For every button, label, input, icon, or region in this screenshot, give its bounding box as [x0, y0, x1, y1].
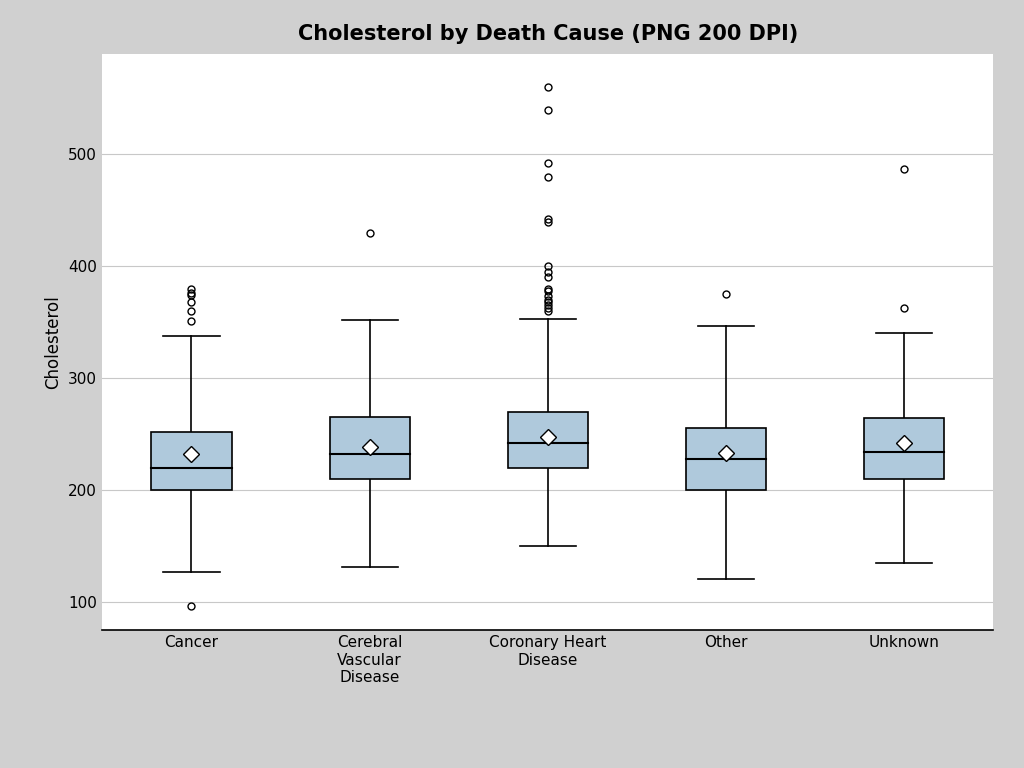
Bar — [864, 419, 944, 478]
Y-axis label: Cholesterol: Cholesterol — [44, 295, 62, 389]
Bar — [152, 432, 231, 490]
Bar — [330, 417, 410, 478]
Title: Cholesterol by Death Cause (PNG 200 DPI): Cholesterol by Death Cause (PNG 200 DPI) — [298, 24, 798, 44]
Bar — [686, 429, 766, 490]
Bar — [508, 412, 588, 468]
